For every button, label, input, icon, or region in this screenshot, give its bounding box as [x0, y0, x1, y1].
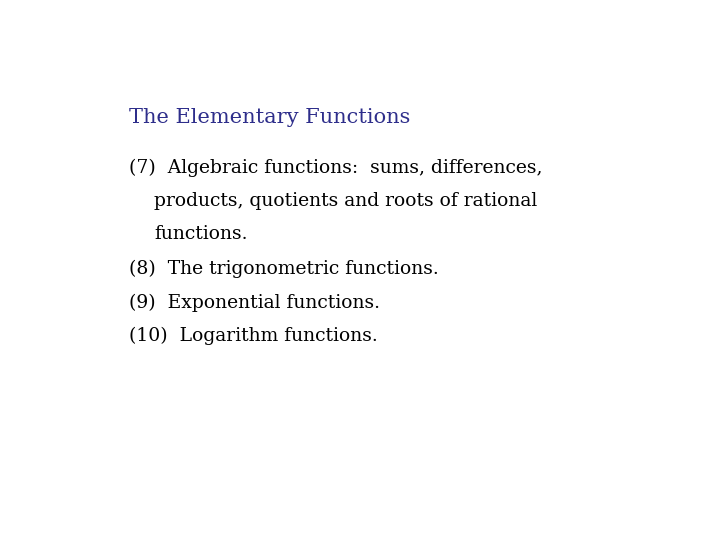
Text: The Elementary Functions: The Elementary Functions — [129, 109, 410, 127]
Text: (10)  Logarithm functions.: (10) Logarithm functions. — [129, 327, 378, 345]
Text: products, quotients and roots of rational: products, quotients and roots of rationa… — [154, 192, 537, 210]
Text: functions.: functions. — [154, 225, 248, 243]
Text: (9)  Exponential functions.: (9) Exponential functions. — [129, 294, 380, 312]
Text: (8)  The trigonometric functions.: (8) The trigonometric functions. — [129, 260, 438, 279]
Text: (7)  Algebraic functions:  sums, differences,: (7) Algebraic functions: sums, differenc… — [129, 158, 543, 177]
